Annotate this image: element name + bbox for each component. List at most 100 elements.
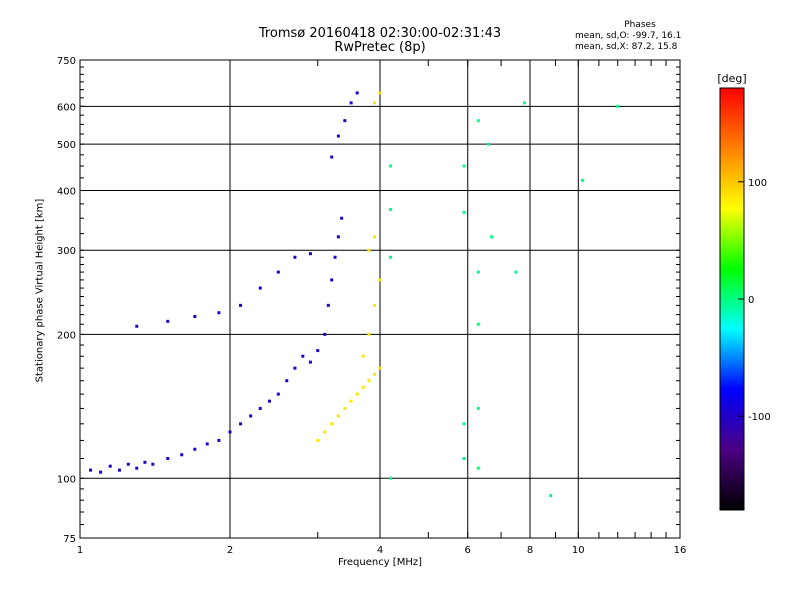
data-point [476,270,480,274]
data-point [99,470,103,474]
x-tick-label: 16 [674,545,687,556]
y-tick-label: 400 [57,186,76,197]
phase-stats-x: mean, sd,X: 87.2, 15.8 [575,42,678,52]
chart-title: Tromsø 20160418 02:30:00-02:31:43 [258,26,502,41]
data-point [349,399,353,403]
data-point [193,314,197,318]
data-point [276,392,280,396]
y-tick-label: 200 [57,330,76,341]
data-point [151,462,155,466]
data-point [462,456,466,460]
data-point [378,278,382,282]
x-tick-label: 10 [572,545,585,556]
data-point [389,164,393,168]
data-point [258,286,262,290]
data-point [476,322,480,326]
x-axis-label: Frequency [MHz] [337,557,423,568]
data-point [378,366,382,370]
data-point [308,252,312,256]
data-point [462,210,466,214]
phase-stats-o: mean, sd,O: -99.7, 16.1 [575,31,682,41]
data-point [117,468,121,472]
data-point [514,270,518,274]
data-point [389,208,393,212]
colorbar-tick-label: -100 [748,412,771,423]
data-point [336,134,340,138]
data-point [166,456,170,460]
data-point [349,101,353,105]
data-point [333,255,337,259]
data-point [340,216,344,220]
data-point [389,476,393,480]
y-tick-label: 100 [57,474,76,485]
data-point [378,91,382,95]
data-point [143,460,147,464]
data-point [462,422,466,426]
data-point [217,311,221,315]
data-point [267,399,271,403]
data-point [293,255,297,259]
data-point [285,379,289,383]
data-point [361,385,365,389]
data-point [476,406,480,410]
data-point [476,466,480,470]
phase-stats: Phases mean, sd,O: -99.7, 16.1 mean, sd,… [575,20,705,53]
data-point [523,101,527,105]
data-point [276,270,280,274]
data-point [355,392,359,396]
data-point [217,438,221,442]
colorbar-tick-label: 100 [748,178,767,189]
data-point [108,464,112,468]
data-point [239,422,243,426]
data-point [361,354,365,358]
data-point [126,462,130,466]
data-point [462,164,466,168]
data-point [490,235,494,239]
data-point [323,332,327,336]
data-point [486,142,490,146]
data-point [476,119,480,123]
data-point [336,235,340,239]
x-tick-label: 2 [227,545,233,556]
data-point [330,422,334,426]
data-point [616,104,620,108]
y-tick-label: 500 [57,140,76,151]
data-point [330,155,334,159]
data-point [581,178,585,182]
data-point [323,430,327,434]
data-point [249,414,253,418]
data-point [373,101,377,105]
y-tick-label: 300 [57,246,76,257]
data-point [367,379,371,383]
x-tick-label: 1 [77,545,83,556]
data-point [135,324,139,328]
y-tick-label: 75 [63,534,76,545]
colorbar-tick-label: 0 [748,295,754,306]
data-point [258,406,262,410]
data-point [373,372,377,376]
data-point [166,319,170,323]
data-point [373,303,377,307]
phase-stats-title: Phases [624,20,656,30]
data-point [89,468,93,472]
data-point [239,303,243,307]
data-point [367,332,371,336]
data-point [343,406,347,410]
x-tick-label: 4 [377,545,383,556]
data-point [308,360,312,364]
x-tick-label: 8 [527,545,533,556]
data-point [326,303,330,307]
data-point [389,255,393,259]
data-point [549,494,553,498]
data-point [301,354,305,358]
data-point [355,91,359,95]
data-point [316,349,320,353]
data-point [330,278,334,282]
chart-subtitle: RwPretec (8p) [334,40,426,55]
data-point [193,447,197,451]
colorbar-title: [deg] [717,72,746,85]
data-point [205,442,209,446]
y-tick-label: 600 [57,102,76,113]
data-point [336,414,340,418]
